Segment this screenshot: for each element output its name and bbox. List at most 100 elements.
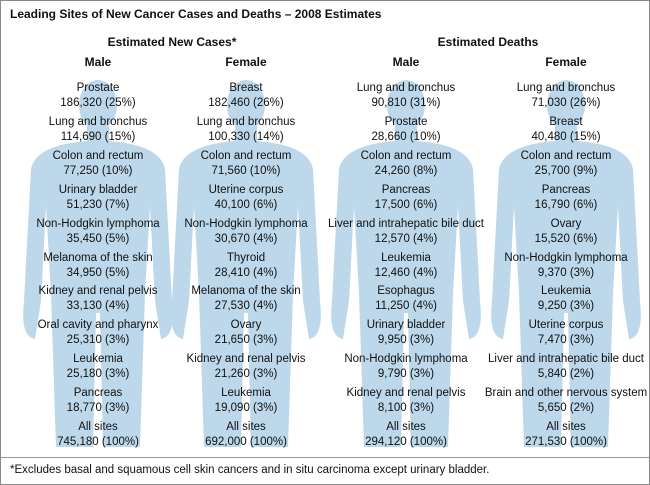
- entry-site: Oral cavity and pharynx: [37, 319, 159, 332]
- entry-site: Urinary bladder: [366, 319, 446, 332]
- title: Leading Sites of New Cancer Cases and De…: [10, 7, 382, 21]
- entry-stat: 30,670 (4%): [214, 232, 278, 245]
- column-title: Female: [225, 55, 267, 69]
- entry: Melanoma of the skin 34,950 (5%): [43, 251, 152, 281]
- entry-stat: 7,470 (3%): [537, 334, 595, 347]
- entry-stat: 25,310 (3%): [66, 334, 130, 347]
- entry: Colon and rectum 77,250 (10%): [53, 149, 144, 179]
- head: [387, 80, 425, 130]
- entry-site: Lung and bronchus: [356, 82, 456, 94]
- entry-stat: 71,560 (10%): [211, 164, 281, 177]
- entry-stat: 35,450 (5%): [66, 232, 130, 245]
- entry-stat: 5,650 (2%): [537, 402, 595, 415]
- entry-stat: 25,700 (9%): [534, 164, 598, 177]
- entry: Non-Hodgkin lymphoma 30,670 (4%): [184, 217, 307, 247]
- entry: Non-Hodgkin lymphoma 9,790 (3%): [344, 352, 467, 382]
- head: [547, 80, 585, 130]
- entry-site: Leukemia: [73, 353, 123, 366]
- entry: Lung and bronchus 71,030 (26%): [517, 81, 615, 111]
- entry-stat: 182,460 (26%): [208, 97, 284, 109]
- entry-site: Thyroid: [226, 251, 266, 264]
- entry: Urinary bladder 51,230 (7%): [59, 183, 138, 213]
- entry: Kidney and renal pelvis 8,100 (3%): [347, 386, 466, 416]
- entry: Non-Hodgkin lymphoma 35,450 (5%): [36, 217, 159, 247]
- entry-stat: 40,100 (6%): [214, 198, 278, 211]
- entry: Kidney and renal pelvis 21,260 (3%): [187, 352, 306, 382]
- divider: [1, 457, 649, 458]
- entry-site: Lung and bronchus: [516, 82, 616, 94]
- entry-stat: 21,650 (3%): [214, 334, 278, 347]
- entry-site: Prostate: [76, 82, 120, 94]
- entry-stat: 28,660 (10%): [371, 130, 441, 143]
- entry: Leukemia 25,180 (3%): [67, 352, 130, 382]
- entry-stat: 51,230 (7%): [66, 198, 130, 211]
- entry-site: Esophagus: [377, 285, 435, 298]
- entry: Pancreas 16,790 (6%): [535, 183, 598, 213]
- entry-site: Non-Hodgkin lymphoma: [36, 217, 160, 230]
- entry-site: Colon and rectum: [360, 149, 452, 162]
- entry: Lung and bronchus 90,810 (31%): [357, 81, 455, 111]
- entry-site: Non-Hodgkin lymphoma: [344, 353, 468, 366]
- entry: Leukemia 9,250 (3%): [538, 284, 594, 314]
- entry-stat: 28,410 (4%): [214, 266, 278, 279]
- entry-site: Ovary: [230, 319, 262, 332]
- entry: All sites 692,000 (100%): [205, 420, 287, 450]
- body: [171, 126, 321, 447]
- entry-site: Lung and bronchus: [196, 115, 296, 128]
- entry-stat: 5,840 (2%): [537, 368, 595, 381]
- entry-site: Melanoma of the skin: [191, 285, 301, 298]
- entry-stat: 27,530 (4%): [214, 300, 278, 313]
- entry: Colon and rectum 25,700 (9%): [521, 149, 612, 179]
- entry-stat: 294,120 (100%): [365, 436, 447, 448]
- entry-site: Breast: [229, 82, 263, 94]
- entry-site: Leukemia: [541, 285, 591, 298]
- entry-site: Colon and rectum: [52, 149, 144, 162]
- body: [491, 126, 641, 447]
- column-title: Male: [84, 55, 112, 69]
- head: [79, 80, 117, 130]
- entry-stat: 8,100 (3%): [377, 402, 435, 415]
- entry-stat: 9,250 (3%): [537, 300, 595, 313]
- entry: Liver and intrahepatic bile duct 12,570 (…: [328, 217, 484, 247]
- entry-site: Urinary bladder: [58, 183, 138, 196]
- entry-stat: 15,520 (6%): [534, 232, 598, 245]
- entry-stat: 19,090 (3%): [214, 402, 278, 415]
- entry-stat: 21,260 (3%): [214, 368, 278, 381]
- body: [331, 126, 481, 447]
- entry: Ovary 15,520 (6%): [535, 217, 598, 247]
- entry: Uterine corpus 7,470 (3%): [529, 318, 604, 348]
- entry-site: Pancreas: [73, 387, 123, 400]
- entry-site: All sites: [226, 421, 266, 433]
- entry-stat: 40,480 (15%): [531, 130, 601, 143]
- entry-stat: 186,320 (25%): [60, 97, 136, 109]
- entry-stat: 24,260 (8%): [374, 164, 438, 177]
- entry: Pancreas 18,770 (3%): [67, 386, 130, 416]
- entry: All sites 745,180 (100%): [57, 420, 139, 450]
- entry-site: Liver and intrahepatic bile duct: [328, 217, 484, 230]
- entry: Oral cavity and pharynx 25,310 (3%): [38, 318, 159, 348]
- entry-stat: 9,950 (3%): [377, 334, 435, 347]
- entry-stat: 71,030 (26%): [531, 97, 601, 109]
- entry-site: Kidney and renal pelvis: [186, 353, 306, 366]
- entry-site: Lung and bronchus: [48, 115, 148, 128]
- column-title: Male: [392, 55, 420, 69]
- entry: All sites 271,530 (100%): [525, 420, 607, 450]
- entry-stat: 18,770 (3%): [66, 402, 130, 415]
- entry-stat: 34,950 (5%): [66, 266, 130, 279]
- entry-site: Liver and intrahepatic bile duct: [488, 353, 644, 366]
- entry-stat: 77,250 (10%): [63, 164, 133, 177]
- entry: Lung and bronchus 114,690 (15%): [49, 115, 147, 145]
- footnote: *Excludes basal and squamous cell skin c…: [10, 464, 490, 476]
- entry: Leukemia 12,460 (4%): [375, 251, 438, 281]
- entry-site: Uterine corpus: [208, 183, 284, 196]
- entry-site: Leukemia: [381, 251, 431, 264]
- entry-site: Brain and other nervous system: [484, 387, 648, 400]
- entry-stat: 9,370 (3%): [537, 266, 595, 279]
- entry: Uterine corpus 40,100 (6%): [209, 183, 284, 213]
- entry-stat: 745,180 (100%): [57, 436, 139, 448]
- entry-site: All sites: [386, 421, 426, 433]
- entry-stat: 90,810 (31%): [371, 97, 441, 109]
- entry-site: Pancreas: [381, 183, 431, 196]
- entry: Colon and rectum 24,260 (8%): [361, 149, 452, 179]
